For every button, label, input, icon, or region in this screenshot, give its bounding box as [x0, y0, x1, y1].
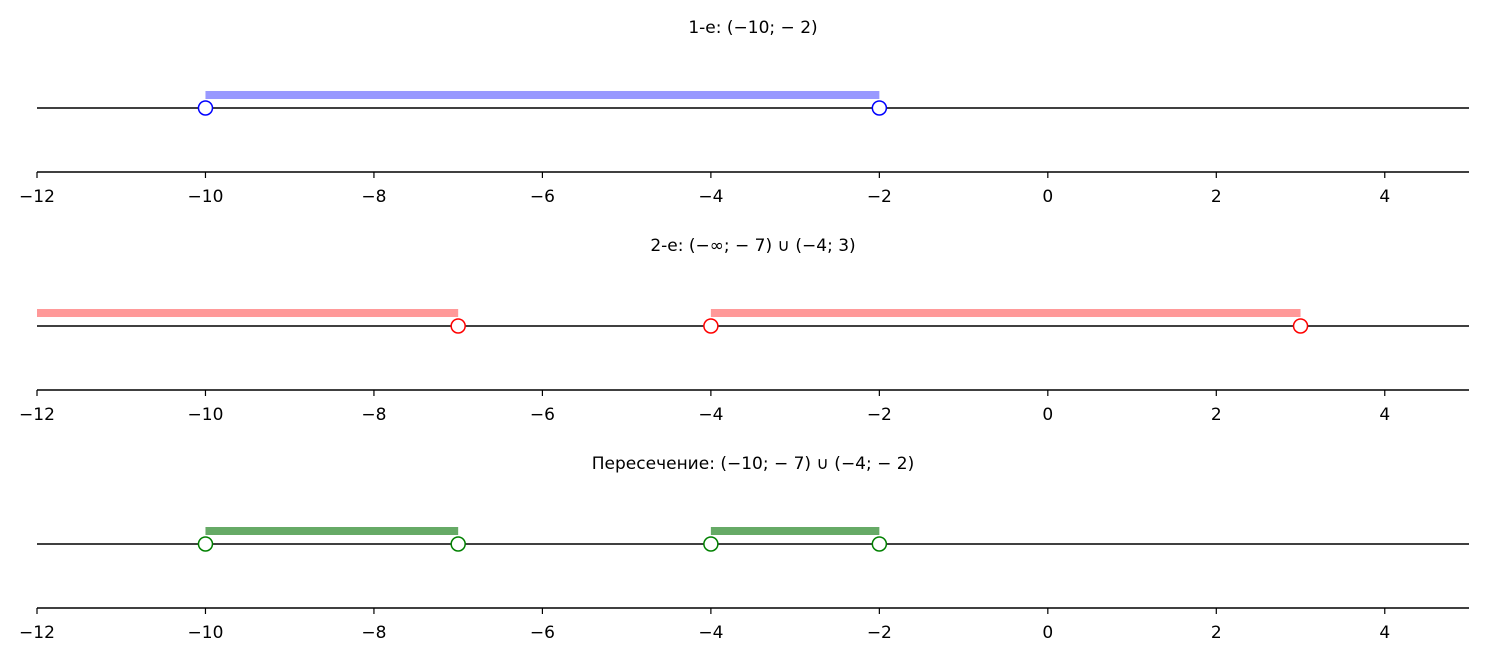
panel-second-set: 2-е: (−∞; − 7) ∪ (−4; 3) −12 −10 −8 −6 −4 −2 0… — [19, 236, 1469, 425]
x-tick-label: −8 — [361, 187, 386, 207]
panel-title: Пересечение: (−10; − 7) ∪ (−4; − 2) — [592, 454, 914, 474]
endpoint-marker — [450, 318, 466, 334]
endpoint-marker — [1292, 318, 1309, 334]
x-tick-label: 2 — [1211, 187, 1222, 207]
x-tick-label: 4 — [1379, 187, 1390, 207]
x-tick-label: −6 — [530, 187, 555, 207]
x-tick-label: −12 — [19, 405, 55, 425]
x-tick-label: −12 — [19, 187, 55, 207]
x-tick-label: −2 — [867, 405, 892, 425]
x-tick-label: −8 — [361, 623, 386, 643]
x-tick-label: 0 — [1042, 623, 1053, 643]
endpoint-marker — [703, 318, 719, 334]
x-tick-label: −8 — [361, 405, 386, 425]
x-tick-label: −10 — [188, 623, 224, 643]
x-tick-label: −10 — [188, 405, 224, 425]
x-tick-label: −4 — [698, 405, 723, 425]
x-tick-label: 4 — [1379, 405, 1390, 425]
x-tick-label: −6 — [530, 405, 555, 425]
panel-title: 1-е: (−10; − 2) — [688, 18, 817, 38]
x-tick-label: −10 — [188, 187, 224, 207]
x-tick-label: −2 — [867, 623, 892, 643]
endpoint-marker — [197, 100, 214, 116]
x-tick-label: −6 — [530, 623, 555, 643]
panel-intersection: Пересечение: (−10; − 7) ∪ (−4; − 2) −12 −… — [19, 454, 1469, 643]
endpoint-marker — [871, 100, 888, 116]
x-tick-label: −12 — [19, 623, 55, 643]
x-tick-label: 0 — [1042, 405, 1053, 425]
x-tick-label: −4 — [698, 623, 723, 643]
endpoint-marker — [197, 536, 214, 552]
x-tick-label: 2 — [1211, 623, 1222, 643]
x-tick-label: 4 — [1379, 623, 1390, 643]
panel-title: 2-е: (−∞; − 7) ∪ (−4; 3) — [650, 236, 855, 256]
endpoint-marker — [703, 536, 719, 552]
panel-first-set: 1-е: (−10; − 2) −12 −10 −8 −6 −4 −2 0 2 4 — [19, 18, 1469, 207]
endpoint-marker — [871, 536, 888, 552]
x-tick-label: 2 — [1211, 405, 1222, 425]
x-tick-label: −2 — [867, 187, 892, 207]
endpoint-marker — [450, 536, 466, 552]
x-tick-label: −4 — [698, 187, 723, 207]
x-tick-label: 0 — [1042, 187, 1053, 207]
